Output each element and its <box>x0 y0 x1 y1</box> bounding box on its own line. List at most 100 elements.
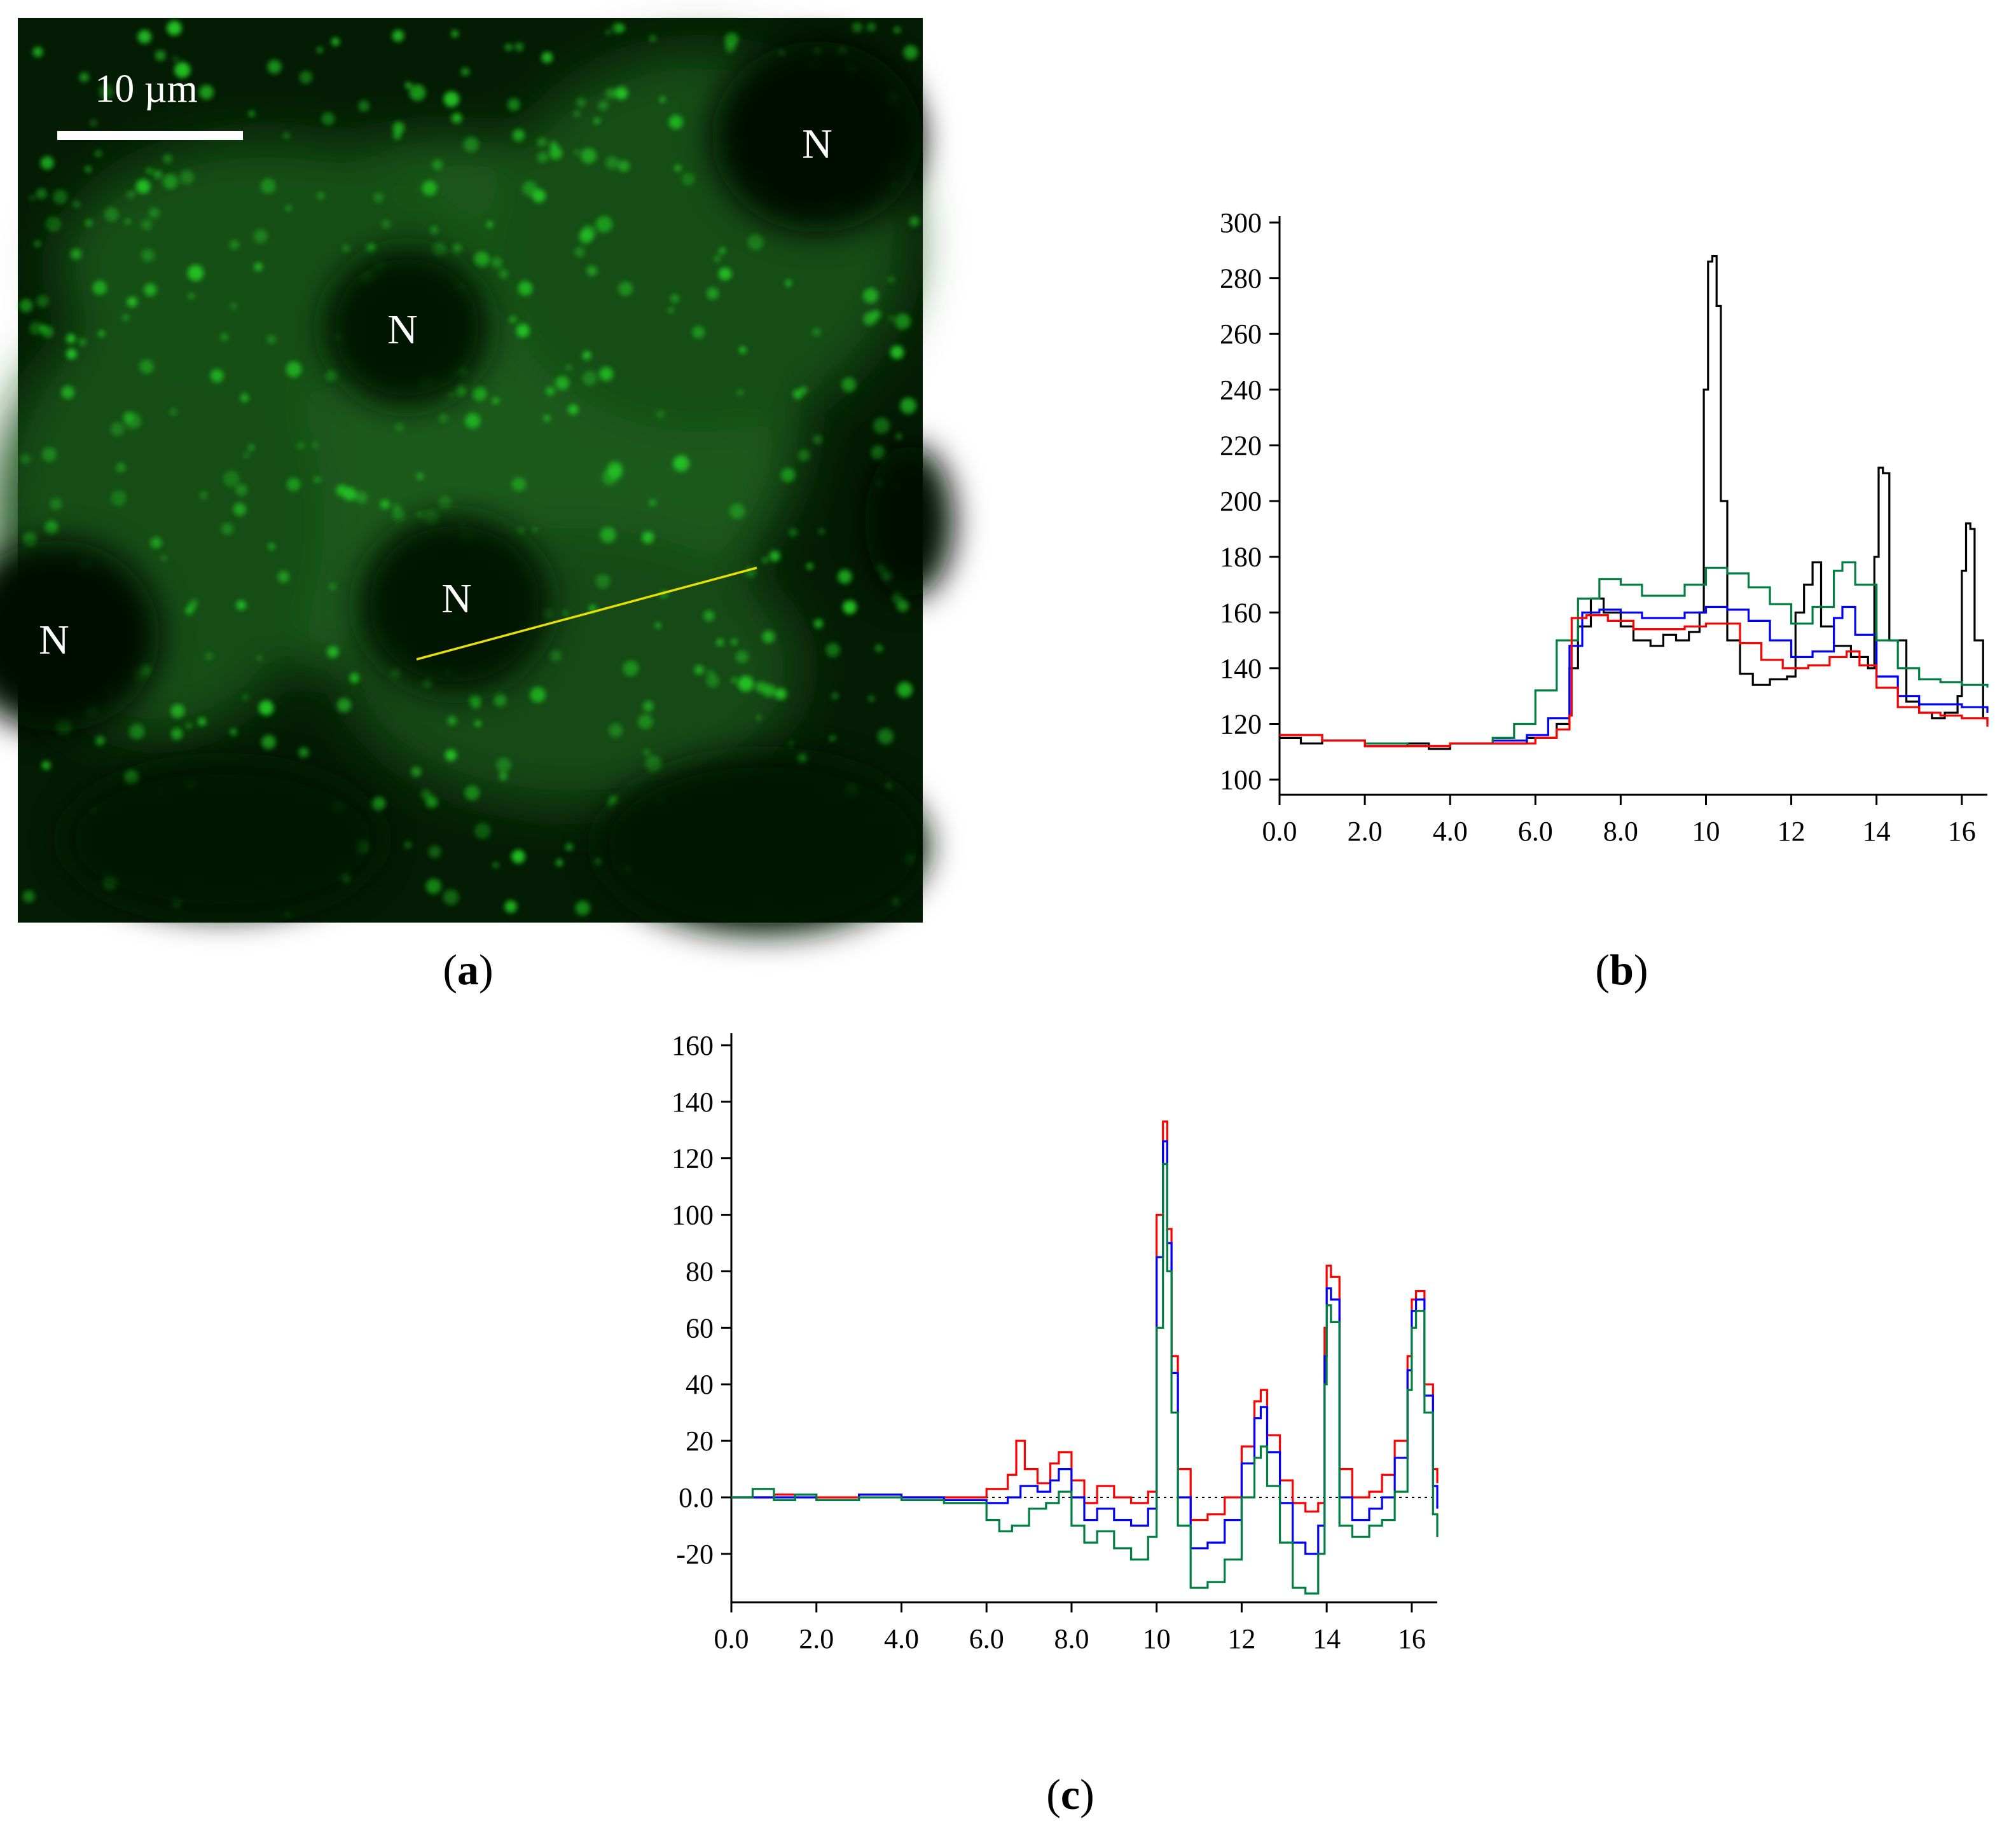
punctum <box>707 287 719 299</box>
punctum <box>221 523 233 535</box>
punctum <box>514 42 524 52</box>
punctum <box>549 649 562 662</box>
punctum <box>787 740 794 747</box>
micrograph-panel: 10 µm N N N N <box>0 18 954 935</box>
y-tick-label: 120 <box>1220 708 1262 739</box>
punctum <box>703 610 715 622</box>
punctum <box>220 333 228 341</box>
punctum <box>144 284 157 296</box>
punctum <box>474 720 481 727</box>
punctum <box>670 294 680 303</box>
y-tick-label: 80 <box>686 1256 714 1287</box>
punctum <box>254 263 263 271</box>
punctum <box>258 700 274 716</box>
punctum <box>780 467 796 483</box>
punctum <box>582 371 597 386</box>
punctum <box>831 692 839 699</box>
punctum <box>111 490 127 506</box>
punctum <box>673 455 689 472</box>
punctum <box>642 531 654 544</box>
punctum <box>852 22 862 33</box>
punctum <box>556 859 563 866</box>
x-tick-label: 6.0 <box>969 1623 1004 1654</box>
punctum <box>868 695 875 702</box>
punctum <box>199 85 214 100</box>
punctum <box>329 583 336 590</box>
punctum <box>491 257 502 268</box>
punctum <box>327 646 339 658</box>
x-tick-label: 4.0 <box>1433 816 1468 847</box>
punctum <box>875 644 883 652</box>
punctum <box>242 694 249 701</box>
punctum <box>392 30 404 42</box>
punctum <box>411 766 422 777</box>
punctum <box>537 152 548 163</box>
punctum <box>325 369 338 381</box>
punctum <box>122 314 129 321</box>
punctum <box>867 22 876 32</box>
punctum <box>513 129 525 142</box>
punctum <box>150 537 162 549</box>
punctum <box>618 282 633 296</box>
punctum <box>153 170 162 179</box>
punctum <box>123 411 134 423</box>
punctum <box>655 622 661 628</box>
punctum <box>562 610 569 617</box>
punctum <box>532 527 538 533</box>
punctum <box>285 911 291 917</box>
punctum <box>230 240 239 250</box>
punctum <box>474 823 491 839</box>
punctum <box>283 132 290 139</box>
punctum <box>873 417 890 434</box>
punctum <box>85 219 93 226</box>
punctum <box>492 397 499 404</box>
punctum <box>731 638 738 645</box>
punctum <box>137 30 151 44</box>
series-line-3 <box>1280 561 1989 748</box>
punctum <box>430 226 438 234</box>
punctum <box>897 682 913 698</box>
punctum <box>146 167 153 174</box>
punctum <box>574 111 581 117</box>
y-tick-label: 280 <box>1220 263 1262 294</box>
punctum <box>544 415 550 422</box>
punctum <box>565 843 573 851</box>
punctum <box>518 281 533 296</box>
punctum <box>92 280 107 295</box>
punctum <box>41 760 51 770</box>
y-tick-label: 300 <box>1220 207 1262 238</box>
punctum <box>813 619 824 628</box>
punctum <box>170 704 185 718</box>
punctum <box>707 669 715 678</box>
punctum <box>719 247 726 254</box>
x-tick-label: 10 <box>1143 1623 1171 1654</box>
punctum <box>392 509 405 522</box>
y-tick-label: 200 <box>1220 486 1262 517</box>
punctum <box>286 361 302 377</box>
punctum <box>797 449 810 462</box>
punctum <box>499 269 508 278</box>
x-tick-label: 12 <box>1227 1623 1255 1654</box>
punctum <box>609 467 623 480</box>
punctum <box>595 574 611 589</box>
punctum <box>170 728 183 740</box>
punctum <box>233 502 246 516</box>
nucleus-label: N <box>387 306 418 353</box>
punctum <box>240 394 249 402</box>
x-tick-label: 8.0 <box>1603 816 1638 847</box>
punctum <box>78 338 86 347</box>
punctum <box>342 244 350 253</box>
punctum <box>499 772 507 781</box>
punctum <box>659 97 666 102</box>
punctum <box>432 159 443 170</box>
punctum <box>668 307 674 313</box>
line-profile <box>416 567 757 661</box>
punctum <box>706 674 720 688</box>
x-tick-label: 16 <box>1948 816 1976 847</box>
y-tick-label: 160 <box>1220 597 1262 628</box>
punctum <box>656 410 665 418</box>
punctum <box>509 316 516 323</box>
punctum <box>838 569 852 584</box>
punctum <box>576 97 586 107</box>
punctum <box>530 687 546 703</box>
